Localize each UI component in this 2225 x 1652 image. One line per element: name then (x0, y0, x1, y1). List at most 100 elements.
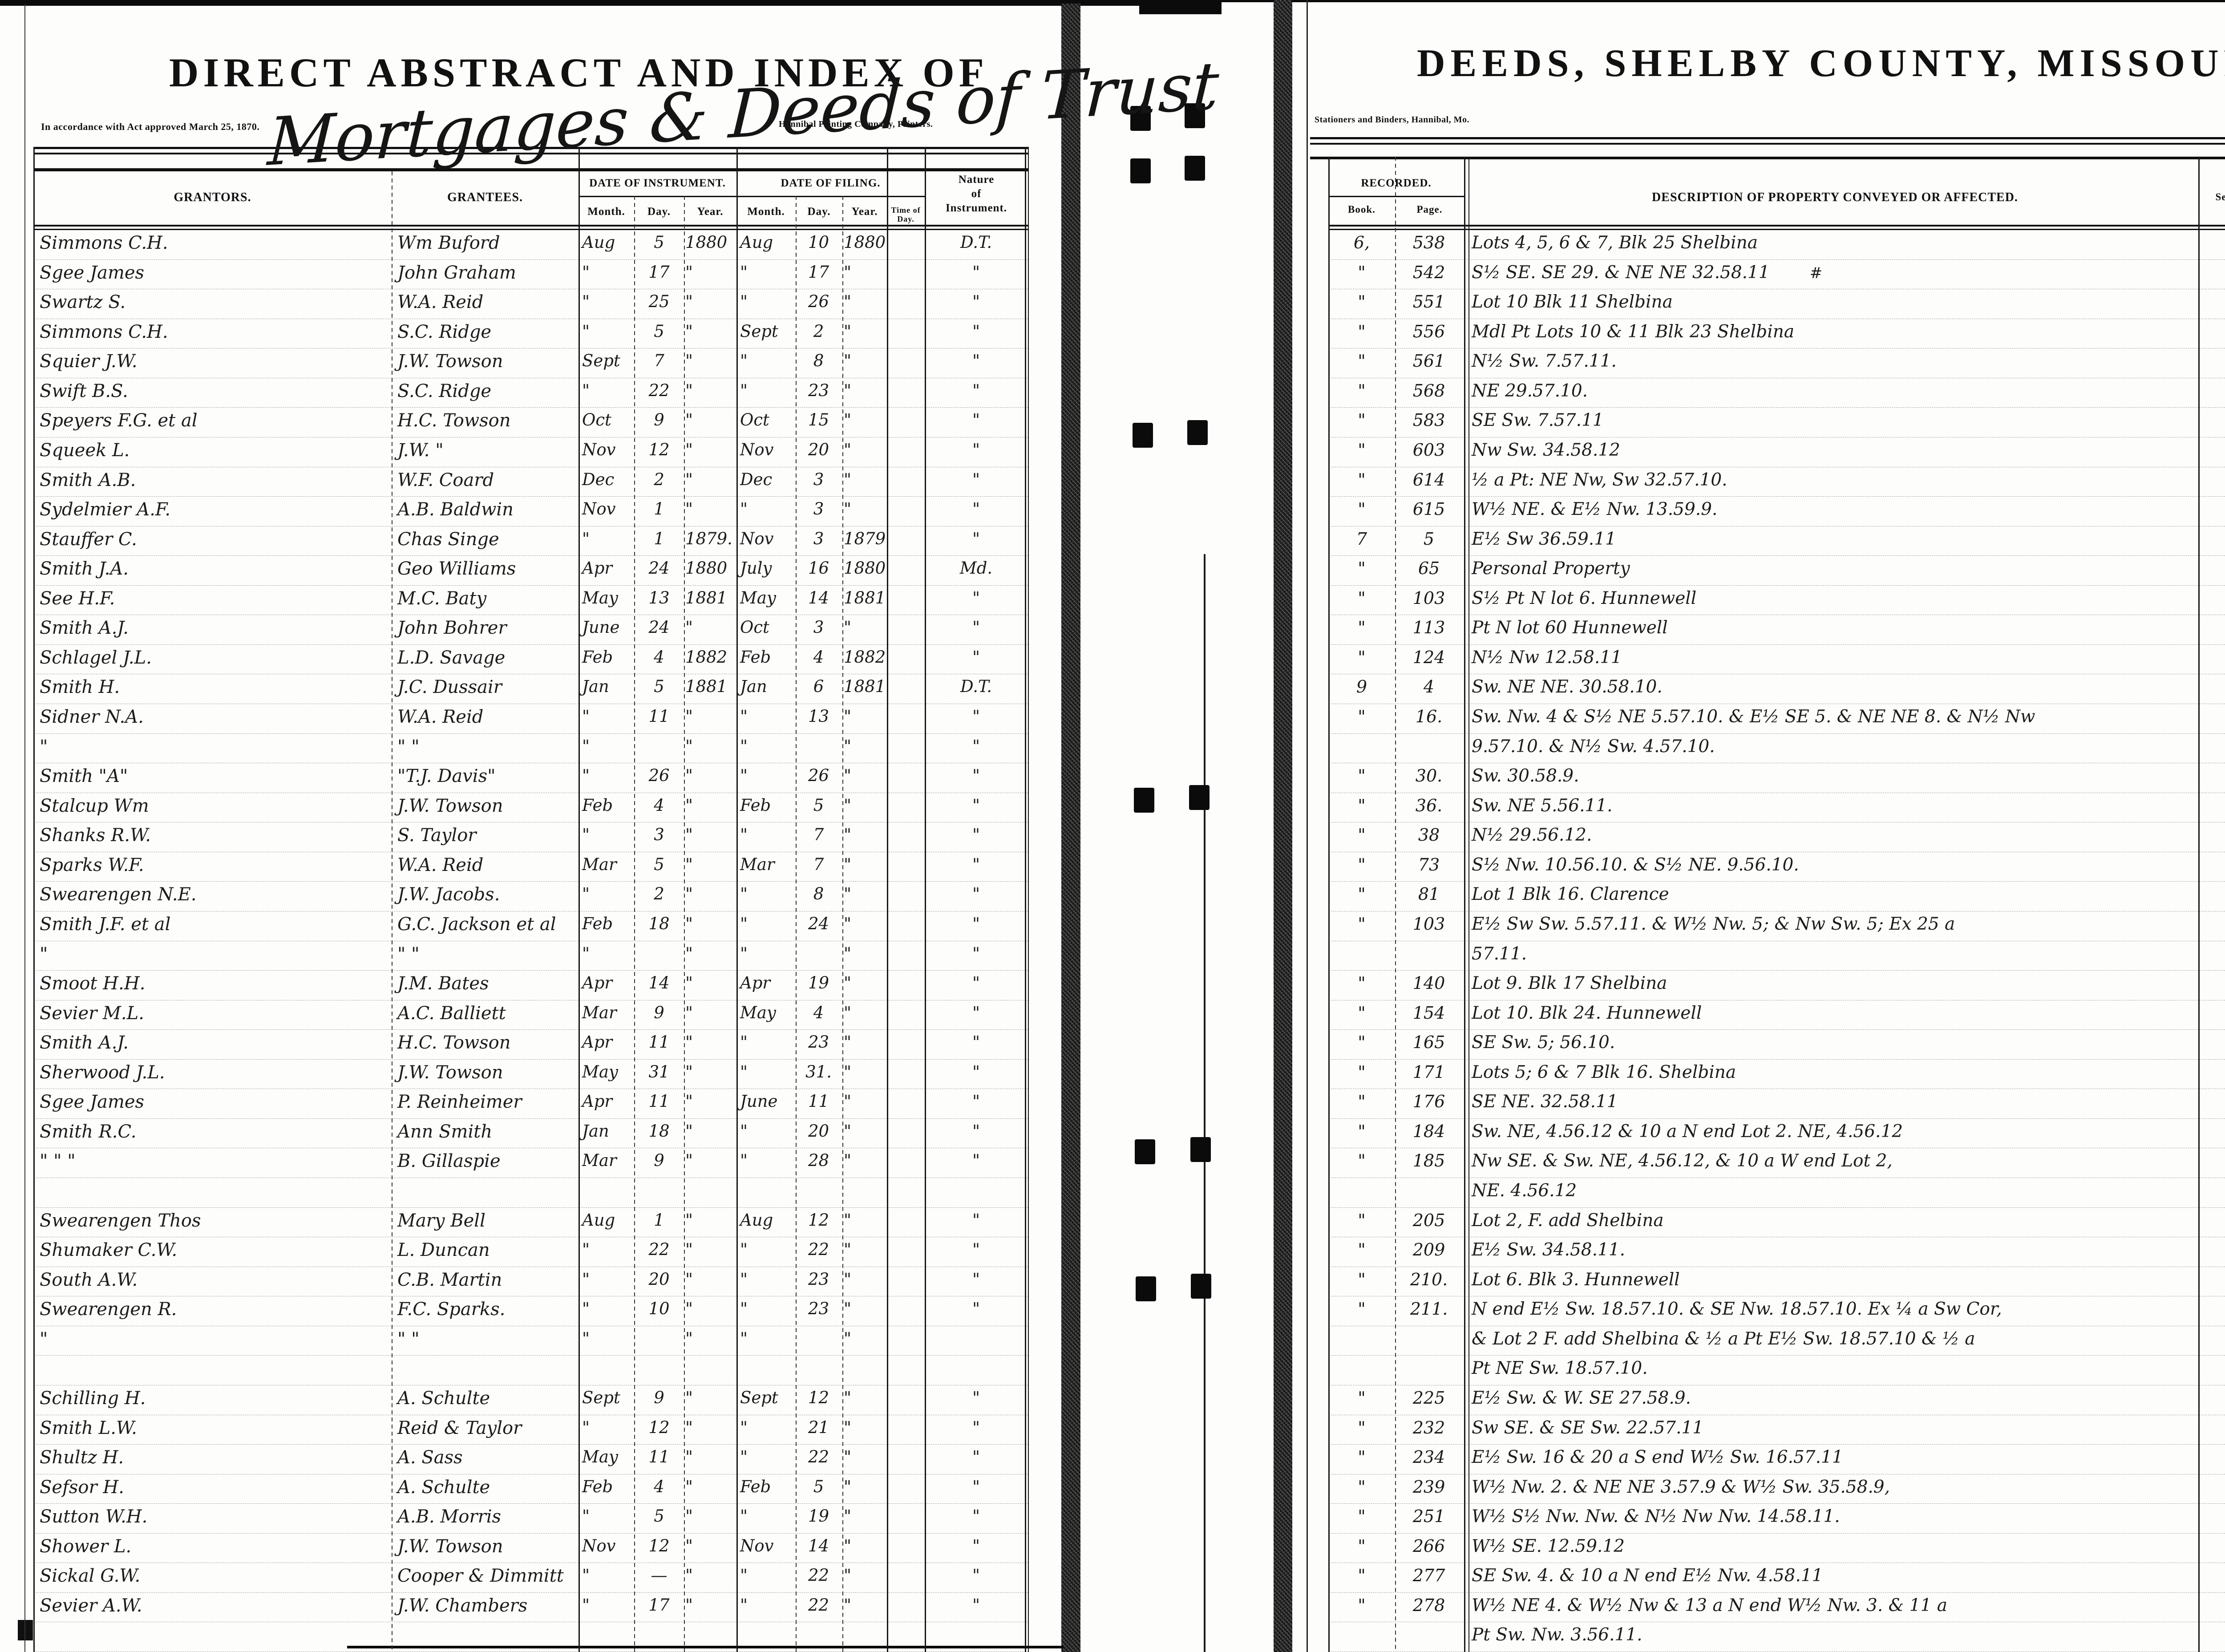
inst-year-cell: " (685, 1566, 693, 1585)
filing-month-cell: July (740, 559, 772, 578)
rule (33, 225, 1028, 227)
filing-year-cell: " (844, 1477, 852, 1496)
grantor-cell: Shultz H. (40, 1447, 124, 1468)
grantor-cell: Sherwood J.L. (40, 1062, 165, 1083)
filing-month-cell: " (740, 1062, 748, 1081)
ledger-row-right: " 65 Personal Property (1328, 556, 2225, 586)
col-time-of-day: Time of Day. (891, 206, 921, 223)
inst-year-cell: " (685, 1417, 693, 1437)
punch-hole-mark (1135, 1139, 1155, 1164)
filing-year-cell: " (844, 736, 852, 756)
page-cell: 278 (1412, 1595, 1445, 1615)
inst-day-cell: 9 (654, 410, 664, 430)
description-cell: Sw. 30.58.9. (1472, 766, 1579, 786)
nature-cell: " (972, 707, 980, 726)
filing-day-cell: 23 (808, 1269, 829, 1289)
description-cell: 57.11. (1472, 943, 1527, 964)
col-nature-1: Nature (958, 174, 995, 186)
ledger-row-left: Smith A.J. John Bohrer June 24 " Oct 3 " " (33, 615, 1028, 645)
col-inst-month: Month. (587, 206, 625, 218)
col-fil-day: Day. (807, 206, 831, 218)
filing-month-cell: " (740, 884, 748, 904)
grantor-cell: Sefsor H. (40, 1477, 124, 1498)
grantor-cell: Schilling H. (40, 1388, 146, 1409)
inst-month-cell: " (582, 321, 590, 341)
rule (1028, 147, 1029, 1652)
nature-cell: " (972, 618, 980, 637)
row-rule (1328, 970, 2225, 971)
ledger-row-left: Squier J.W. J.W. Towson Sept 7 " " 8 " " (33, 348, 1028, 378)
inst-month-cell: Feb (582, 647, 613, 667)
ledger-row-left: See H.F. M.C. Baty May 13 1881 May 14 1881 " (33, 586, 1028, 615)
filing-month-cell: " (740, 262, 748, 282)
filing-day-cell: 11 (808, 1092, 829, 1111)
inst-year-cell: " (685, 1299, 693, 1319)
ledger-row-right: " 603 Nw Sw. 34.58.12 (1328, 437, 2225, 467)
page-cell: 615 (1412, 499, 1445, 519)
filing-month-cell: " (740, 292, 748, 312)
page-cell: 16. (1415, 707, 1443, 726)
description-cell: N½ Nw 12.58.11 (1472, 647, 1622, 668)
inst-month-cell: " (582, 292, 590, 312)
description-cell: Lot 9. Blk 17 Shelbina (1472, 973, 1667, 994)
inst-month-cell: Nov (582, 440, 616, 459)
filing-month-cell: " (740, 1151, 748, 1170)
inst-month-cell: Nov (582, 1536, 616, 1555)
filing-year-cell: " (844, 1447, 852, 1467)
inst-year-cell: " (685, 1210, 693, 1230)
filing-year-cell: " (844, 1032, 852, 1052)
ledger-row-left: Stalcup Wm J.W. Towson Feb 4 " Feb 5 " " (33, 793, 1028, 823)
grantor-cell: Smith A.J. (40, 1032, 129, 1053)
inst-month-cell: Apr (582, 559, 613, 578)
ledger-row-left: Swift B.S. S.C. Ridge " 22 " " 23 " " (33, 378, 1028, 408)
punch-hole-mark (1185, 156, 1205, 181)
filing-month-cell: " (740, 1447, 748, 1467)
description-cell: Personal Property (1472, 559, 1630, 579)
scan-edge-top-right (1215, 0, 2225, 2)
grantor-cell: Smith "A" (40, 766, 128, 787)
left-page-rows: Simmons C.H. Wm Buford Aug 5 1880 Aug 10 1880 D.… (33, 230, 1028, 1652)
description-cell: W½ NE. & E½ Nw. 13.59.9. (1472, 499, 1718, 520)
book-cell: " (1358, 499, 1366, 519)
page-cell: 277 (1412, 1566, 1445, 1586)
inst-year-cell: " (685, 766, 693, 786)
right-page-title: DEEDS, SHELBY COUNTY, MISSOURI. (1417, 42, 2225, 85)
page-cell: 205 (1412, 1210, 1445, 1230)
book-cell: " (1358, 1092, 1366, 1112)
description-cell: Lot 10. Blk 24. Hunnewell (1472, 1003, 1702, 1023)
inst-year-cell: " (685, 943, 693, 963)
inst-day-cell: 2 (654, 884, 664, 904)
ledger-row-left: Swearengen N.E. J.W. Jacobs. " 2 " " 8 " " (33, 882, 1028, 911)
row-rule (33, 1207, 1028, 1208)
filing-year-cell: " (844, 884, 852, 904)
filing-month-cell: " (740, 1269, 748, 1289)
filing-day-cell: 22 (808, 1240, 829, 1259)
grantor-cell: Squeek L. (40, 440, 130, 461)
inst-day-cell: 11 (648, 707, 670, 726)
filing-year-cell: " (844, 470, 852, 489)
inst-month-cell: Aug (582, 233, 615, 252)
inst-month-cell: " (582, 1240, 590, 1259)
rule (33, 147, 35, 1652)
book-cell: " (1358, 884, 1366, 904)
inst-year-cell: " (685, 1121, 693, 1141)
inst-day-cell: 5 (654, 677, 664, 696)
grantor-cell: Swift B.S. (40, 381, 128, 401)
page-cell: 556 (1412, 321, 1445, 341)
ledger-row-right: 9.57.10. & N½ Sw. 4.57.10. (1328, 734, 2225, 764)
ledger-row-right: " 210. Lot 6. Blk 3. Hunnewell (1328, 1267, 2225, 1297)
book-cell: " (1358, 351, 1366, 371)
col-page: Page. (1416, 204, 1443, 215)
nature-cell: " (972, 440, 980, 459)
description-cell: W½ SE. 12.59.12 (1472, 1536, 1625, 1556)
description-cell: Nw Sw. 34.58.12 (1472, 440, 1620, 460)
book-cell: " (1358, 1388, 1366, 1408)
filing-year-cell: " (844, 1210, 852, 1230)
filing-month-cell: " (740, 1506, 748, 1526)
filing-month-cell: " (740, 1240, 748, 1259)
nature-cell: " (972, 825, 980, 845)
col-description: DESCRIPTION OF PROPERTY CONVEYED OR AFFE… (1652, 190, 2018, 204)
ledger-row-right: " 551 Lot 10 Blk 11 Shelbina (1328, 289, 2225, 319)
filing-month-cell: Sept (740, 1388, 778, 1407)
page-cell: 65 (1418, 559, 1440, 579)
